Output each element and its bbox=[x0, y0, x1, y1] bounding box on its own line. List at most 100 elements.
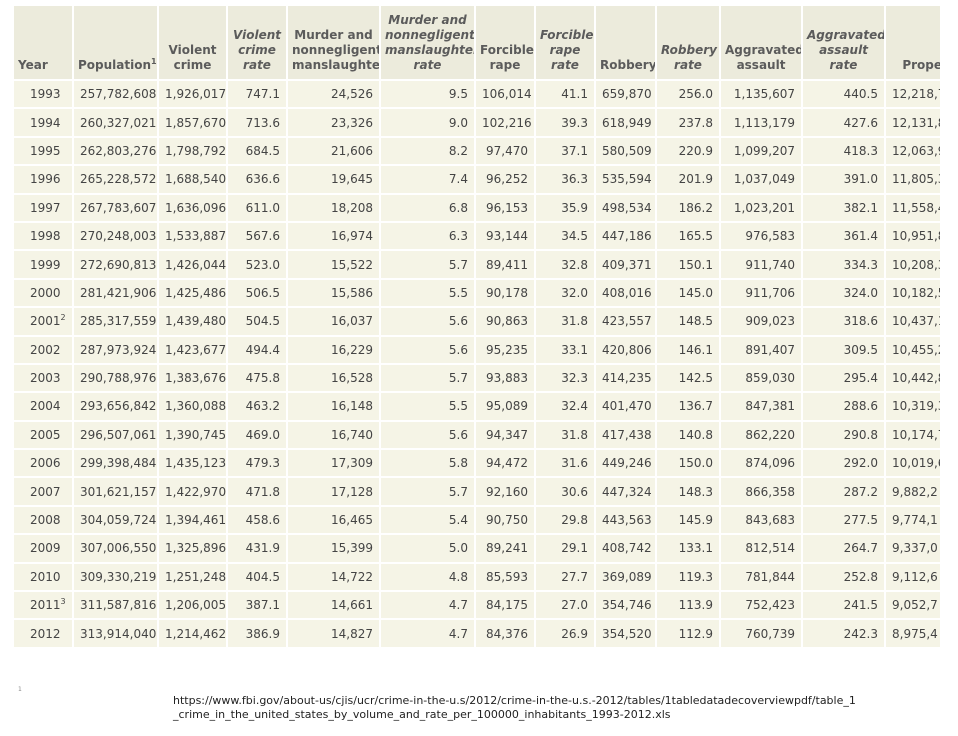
cell: 1,037,049 bbox=[719, 164, 803, 195]
cell: 752,423 bbox=[719, 590, 803, 621]
year-cell: 1993 bbox=[12, 78, 74, 110]
column-header: Aggravated assault rate bbox=[801, 4, 886, 81]
cell: 32.3 bbox=[534, 362, 596, 394]
cell: 4.7 bbox=[379, 590, 476, 621]
cell: 1,394,461 bbox=[157, 504, 228, 536]
cell: 408,016 bbox=[594, 277, 657, 309]
cell: 535,594 bbox=[594, 164, 657, 195]
cell: 862,220 bbox=[719, 419, 803, 451]
cell: 16,037 bbox=[286, 306, 381, 337]
cell: 1,325,896 bbox=[157, 533, 228, 564]
table-row: 1998 270,248,003 1,533,887 567.6 16,974 6.3 93… bbox=[12, 220, 940, 252]
year-cell: 2009 bbox=[12, 533, 74, 564]
cell: 136.7 bbox=[655, 391, 721, 422]
cell: 15,586 bbox=[286, 277, 381, 309]
cell: 1,926,017 bbox=[157, 78, 228, 110]
year: 2008 bbox=[30, 513, 61, 528]
cell: 304,059,724 bbox=[72, 504, 159, 536]
cell: 891,407 bbox=[719, 334, 803, 365]
year: 2003 bbox=[30, 371, 61, 386]
cell: 506.5 bbox=[226, 277, 288, 309]
column-header: Violent crime bbox=[157, 4, 228, 81]
column-header: Murder and nonnegligent manslaughter rat… bbox=[379, 4, 476, 81]
cell: 85,593 bbox=[474, 561, 536, 593]
cell: 97,470 bbox=[474, 135, 536, 167]
cell: 186.2 bbox=[655, 192, 721, 223]
cell: 95,235 bbox=[474, 334, 536, 365]
cell: 92,160 bbox=[474, 476, 536, 507]
cell: 447,324 bbox=[594, 476, 657, 507]
cell: 89,241 bbox=[474, 533, 536, 564]
year-cell: 2000 bbox=[12, 277, 74, 309]
cell: 5.0 bbox=[379, 533, 476, 564]
column-header: Forcible rape rate bbox=[534, 4, 596, 81]
cell: 26.9 bbox=[534, 618, 596, 649]
cell: 7.4 bbox=[379, 164, 476, 195]
year-cell: 1995 bbox=[12, 135, 74, 167]
cell: 1,251,248 bbox=[157, 561, 228, 593]
cell: 14,661 bbox=[286, 590, 381, 621]
cell: 11,558,4 bbox=[884, 192, 940, 223]
year-cell: 2007 bbox=[12, 476, 74, 507]
header-text: Forcible rape bbox=[480, 43, 534, 72]
cell: 1,113,179 bbox=[719, 107, 803, 138]
cell: 295.4 bbox=[801, 362, 886, 394]
table-row: 2010 309,330,219 1,251,248 404.5 14,722 4.8 85… bbox=[12, 561, 940, 593]
cell: 760,739 bbox=[719, 618, 803, 649]
cell: 84,175 bbox=[474, 590, 536, 621]
cell: 414,235 bbox=[594, 362, 657, 394]
header-text: Violent crime bbox=[168, 43, 217, 72]
cell: 1,383,676 bbox=[157, 362, 228, 394]
cell: 9,337,0 bbox=[884, 533, 940, 564]
cell: 27.7 bbox=[534, 561, 596, 593]
table-row: 1997 267,783,607 1,636,096 611.0 18,208 6.8 96… bbox=[12, 192, 940, 223]
cell: 5.7 bbox=[379, 476, 476, 507]
cell: 285,317,559 bbox=[72, 306, 159, 337]
cell: 324.0 bbox=[801, 277, 886, 309]
cell: 911,740 bbox=[719, 249, 803, 280]
cell: 30.6 bbox=[534, 476, 596, 507]
cell: 5.6 bbox=[379, 334, 476, 365]
cell: 10,951,8 bbox=[884, 220, 940, 252]
cell: 5.7 bbox=[379, 249, 476, 280]
cell: 443,563 bbox=[594, 504, 657, 536]
cell: 4.8 bbox=[379, 561, 476, 593]
cell: 5.6 bbox=[379, 419, 476, 451]
year: 2002 bbox=[30, 342, 61, 357]
header-text: Propert crime bbox=[902, 58, 940, 72]
cell: 311,587,816 bbox=[72, 590, 159, 621]
table-body: 1993 257,782,608 1,926,017 747.1 24,526 9.5 10… bbox=[12, 78, 940, 649]
table-row: 1999 272,690,813 1,426,044 523.0 15,522 5.7 89… bbox=[12, 249, 940, 280]
cell: 16,148 bbox=[286, 391, 381, 422]
year: 1999 bbox=[30, 257, 61, 272]
cell: 31.6 bbox=[534, 448, 596, 479]
cell: 16,528 bbox=[286, 362, 381, 394]
cell: 9,882,2 bbox=[884, 476, 940, 507]
cell: 260,327,021 bbox=[72, 107, 159, 138]
cell: 5.5 bbox=[379, 277, 476, 309]
cell: 29.1 bbox=[534, 533, 596, 564]
cell: 636.6 bbox=[226, 164, 288, 195]
cell: 96,153 bbox=[474, 192, 536, 223]
table-row: 1994 260,327,021 1,857,670 713.6 23,326 9.0 10… bbox=[12, 107, 940, 138]
table-row: 2009 307,006,550 1,325,896 431.9 15,399 5.0 89… bbox=[12, 533, 940, 564]
year: 2004 bbox=[30, 399, 61, 414]
cell: 843,683 bbox=[719, 504, 803, 536]
cell: 241.5 bbox=[801, 590, 886, 621]
cell: 1,636,096 bbox=[157, 192, 228, 223]
cell: 94,347 bbox=[474, 419, 536, 451]
cell: 287,973,924 bbox=[72, 334, 159, 365]
cell: 15,399 bbox=[286, 533, 381, 564]
year-footnote: 2 bbox=[60, 313, 66, 323]
cell: 281,421,906 bbox=[72, 277, 159, 309]
cell: 611.0 bbox=[226, 192, 288, 223]
year: 2006 bbox=[30, 456, 61, 471]
column-header: Murder and nonnegligent manslaughter bbox=[286, 4, 381, 81]
cell: 145.0 bbox=[655, 277, 721, 309]
year: 1994 bbox=[30, 115, 61, 130]
cell: 781,844 bbox=[719, 561, 803, 593]
cell: 684.5 bbox=[226, 135, 288, 167]
table-row: 2000 281,421,906 1,425,486 506.5 15,586 5.5 90… bbox=[12, 277, 940, 309]
cell: 17,309 bbox=[286, 448, 381, 479]
cell: 1,206,005 bbox=[157, 590, 228, 621]
